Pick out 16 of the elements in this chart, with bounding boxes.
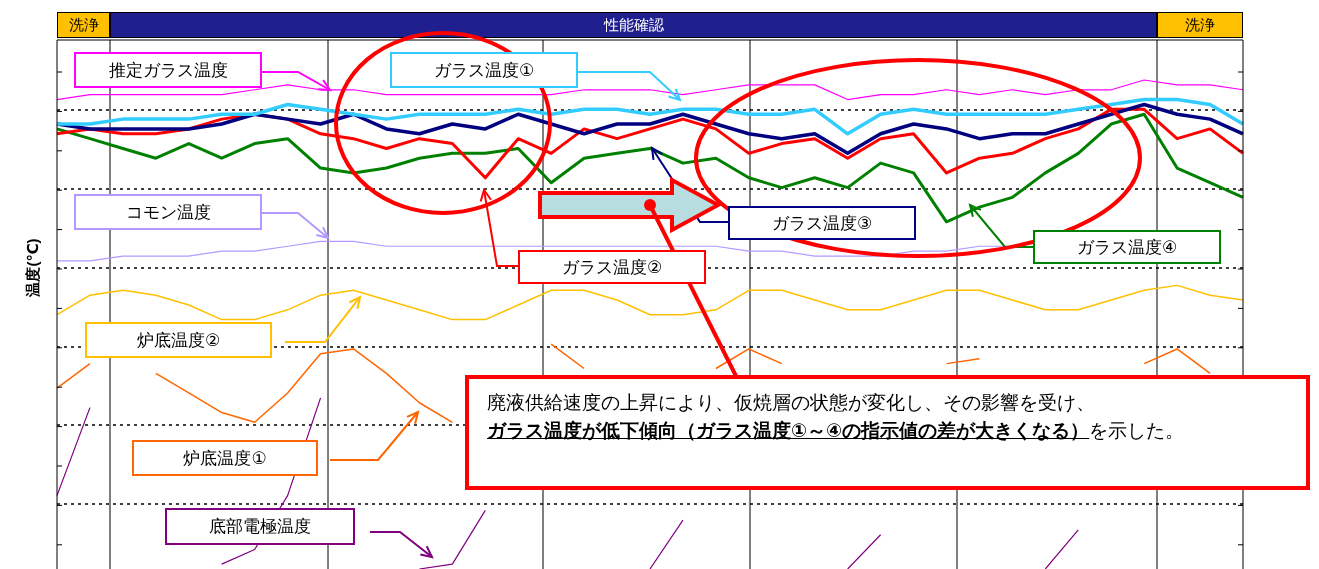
text: 洗浄	[1157, 12, 1243, 38]
y-axis-title: 温度(℃)	[23, 237, 42, 299]
legend-label: 推定ガラス温度	[108, 59, 228, 82]
series-label: ガラス温度①	[433, 59, 535, 82]
series-label: コモン温度	[125, 201, 211, 224]
series-label: 炉底温度①	[183, 447, 267, 470]
text: 性能確認	[110, 12, 1157, 38]
series-label: 炉底温度②	[136, 329, 221, 352]
series-label: 底部電極温度	[209, 516, 311, 538]
text: ガラス温度③	[771, 212, 873, 235]
text: ガラス温度④	[1076, 236, 1178, 259]
text: ガラス温度②	[561, 256, 663, 279]
annotation: 廃液供給速度の上昇により、仮焼層の状態が変化し、その影響を受け、	[487, 392, 1095, 413]
annotation: を示した。	[1089, 420, 1185, 441]
text: 洗浄	[57, 12, 110, 38]
annotation: ガラス温度が低下傾向（ガラス温度①～④の指示値の差が大きくなる）	[487, 420, 1090, 441]
